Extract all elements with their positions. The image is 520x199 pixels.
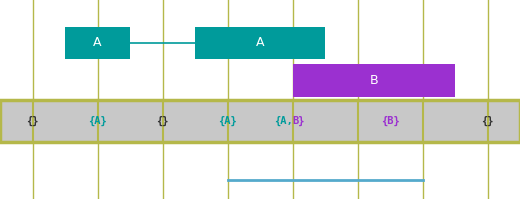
Text: A: A: [256, 36, 264, 49]
Text: B: B: [369, 74, 378, 87]
Bar: [0, 100, 520, 142]
Text: {A}: {A}: [218, 116, 237, 126]
Text: {A,: {A,: [274, 116, 292, 126]
Bar: [65, 26, 130, 59]
Text: B}: B}: [292, 116, 305, 126]
Bar: [195, 26, 325, 59]
Bar: [292, 64, 455, 97]
Text: {B}: {B}: [381, 116, 399, 126]
Text: {}: {}: [26, 116, 39, 126]
Text: A: A: [93, 36, 102, 49]
Text: {}: {}: [156, 116, 169, 126]
Text: {}: {}: [481, 116, 494, 126]
Text: {A}: {A}: [88, 116, 107, 126]
